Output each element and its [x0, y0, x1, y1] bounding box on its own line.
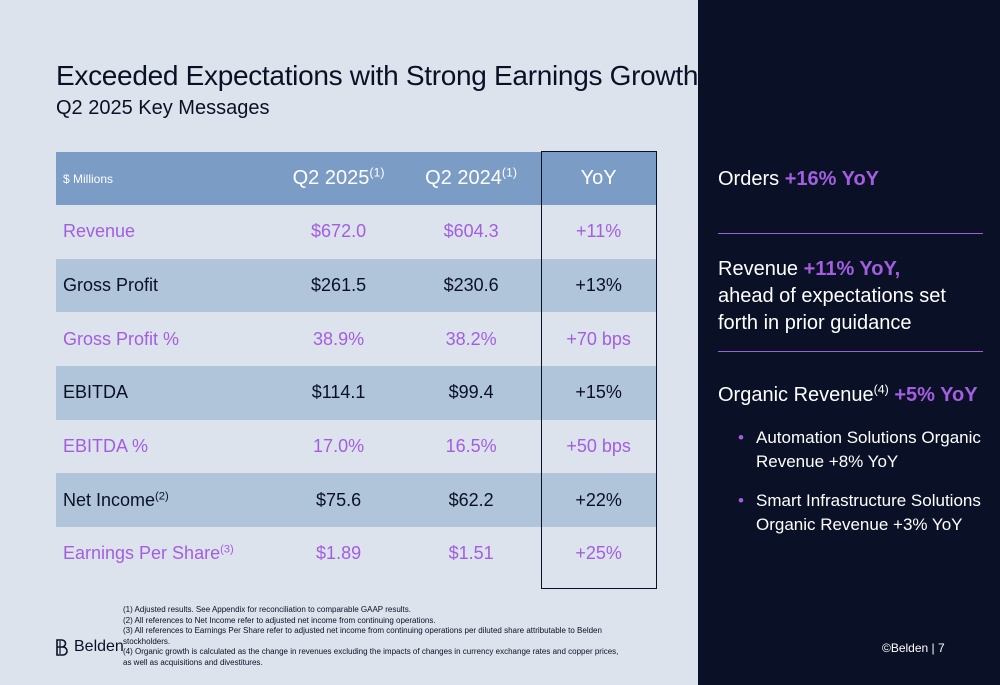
belden-logo-text: Belden [74, 638, 124, 655]
list-item: • Smart Infrastructure Solutions Organic … [738, 489, 988, 537]
organic-revenue-message: Organic Revenue(4) +5% YoY [718, 382, 988, 409]
organic-highlight: +5% YoY [888, 384, 978, 406]
header-q2-2025: Q2 2025(1) [276, 152, 401, 205]
row-label-text: Gross Profit % [63, 328, 180, 349]
belden-logo-icon [56, 638, 68, 656]
main-panel: Exceeded Expectations with Strong Earnin… [56, 60, 699, 668]
orders-label: Orders [718, 168, 785, 190]
divider [718, 351, 983, 352]
bullet-dot: • [738, 428, 744, 447]
table-row: Gross Profit $261.5 $230.6 +13% [56, 258, 656, 313]
page-subtitle: Q2 2025 Key Messages [56, 97, 270, 119]
row-label: Gross Profit [56, 259, 276, 313]
header-units: $ Millions [63, 171, 114, 186]
header-q2-2025-label: Q2 2025 [292, 167, 370, 189]
header-yoy: YoY [580, 167, 617, 189]
footnotes: (1) Adjusted results. See Appendix for r… [123, 605, 623, 668]
cell-q2-2024: 38.2% [445, 328, 497, 349]
row-label-text: EBITDA [63, 382, 129, 403]
financial-table: $ Millions Q2 2025(1) Q2 2024(1) YoY Rev… [56, 152, 656, 581]
cell-q2-2025: $261.5 [311, 275, 367, 296]
bullet-text: Smart Infrastructure Solutions Organic R… [756, 491, 981, 534]
row-label: Revenue [56, 205, 276, 259]
key-messages-panel: Orders +16% YoY Revenue +11% YoY, ahead … [698, 0, 1000, 685]
cell-q2-2025: $75.6 [316, 489, 362, 510]
row-label-footnote: (2) [155, 490, 169, 503]
table-row: Earnings Per Share(3) $1.89 $1.51 +25% [56, 527, 656, 581]
cell-q2-2025: 17.0% [313, 436, 365, 457]
revenue-label: Revenue [718, 258, 804, 280]
cell-q2-2024: $604.3 [443, 221, 499, 242]
cell-q2-2024: $62.2 [448, 489, 494, 510]
row-label: Net Income(2) [56, 473, 276, 527]
page-title: Exceeded Expectations with Strong Earnin… [56, 60, 699, 91]
footnote-4: (4) Organic growth is calculated as the … [123, 647, 619, 667]
orders-message: Orders +16% YoY [718, 166, 988, 193]
table-header-row: $ Millions Q2 2025(1) Q2 2024(1) YoY [56, 152, 656, 205]
orders-highlight: +16% YoY [784, 168, 880, 190]
footnote-3: (3) All references to Earnings Per Share… [123, 626, 602, 646]
revenue-highlight: +11% YoY, [803, 258, 901, 280]
belden-logo: Belden [56, 638, 124, 656]
cell-q2-2025: 38.9% [313, 328, 365, 349]
table-row: Net Income(2) $75.6 $62.2 +22% [56, 473, 656, 528]
row-label-text: Net Income [63, 489, 156, 510]
bullet-text: Automation Solutions Organic Revenue +8%… [756, 428, 981, 471]
row-label-text: Earnings Per Share [63, 543, 221, 564]
row-label-footnote: (3) [220, 543, 234, 556]
row-label-text: EBITDA % [63, 436, 149, 457]
table-row: EBITDA % 17.0% 16.5% +50 bps [56, 419, 656, 474]
row-label: Earnings Per Share(3) [56, 527, 276, 581]
organic-label: Organic Revenue [718, 384, 874, 406]
cell-yoy: +70 bps [566, 328, 631, 349]
bullet-dot: • [738, 491, 744, 510]
cell-q2-2025: $114.1 [311, 382, 366, 403]
table-row: Revenue $672.0 $604.3 +11% [56, 205, 656, 259]
cell-yoy: +50 bps [566, 436, 631, 457]
divider [718, 233, 983, 234]
cell-q2-2024: $230.6 [443, 275, 499, 296]
header-q2-2024: Q2 2024(1) [401, 152, 541, 205]
cell-yoy: +22% [575, 489, 622, 510]
cell-q2-2024: 16.5% [445, 436, 497, 457]
table-row: Gross Profit % 38.9% 38.2% +70 bps [56, 312, 656, 367]
cell-q2-2024: $1.51 [448, 543, 494, 564]
row-label-text: Revenue [63, 221, 136, 242]
row-label: Gross Profit % [56, 312, 276, 366]
row-label-text: Gross Profit [63, 275, 159, 296]
header-q2-2024-label: Q2 2024 [425, 167, 502, 189]
row-label: EBITDA [56, 366, 276, 420]
footnote-1: (1) Adjusted results. See Appendix for r… [123, 605, 412, 614]
list-item: • Automation Solutions Organic Revenue +8… [738, 426, 988, 474]
cell-yoy: +15% [575, 382, 622, 403]
row-label: EBITDA % [56, 420, 276, 474]
table-row: EBITDA $114.1 $99.4 +15% [56, 366, 656, 420]
header-q2-2025-footnote: (1) [369, 165, 385, 180]
cell-q2-2025: $1.89 [316, 543, 362, 564]
cell-yoy: +25% [575, 543, 622, 564]
revenue-message: Revenue +11% YoY, ahead of expectations … [718, 256, 988, 337]
cell-q2-2025: $672.0 [311, 221, 367, 242]
copyright-page-number: ©Belden | 7 [882, 641, 945, 655]
cell-yoy: +11% [576, 221, 622, 242]
organic-footnote: (4) [873, 382, 889, 397]
footnote-2: (2) All references to Net Income refer t… [123, 615, 436, 625]
revenue-detail: ahead of expectations set forth in prior… [718, 285, 946, 334]
header-q2-2024-footnote: (1) [501, 165, 518, 180]
organic-bullets: • Automation Solutions Organic Revenue +8… [738, 426, 988, 552]
cell-q2-2024: $99.4 [448, 382, 494, 403]
cell-yoy: +13% [575, 275, 622, 296]
